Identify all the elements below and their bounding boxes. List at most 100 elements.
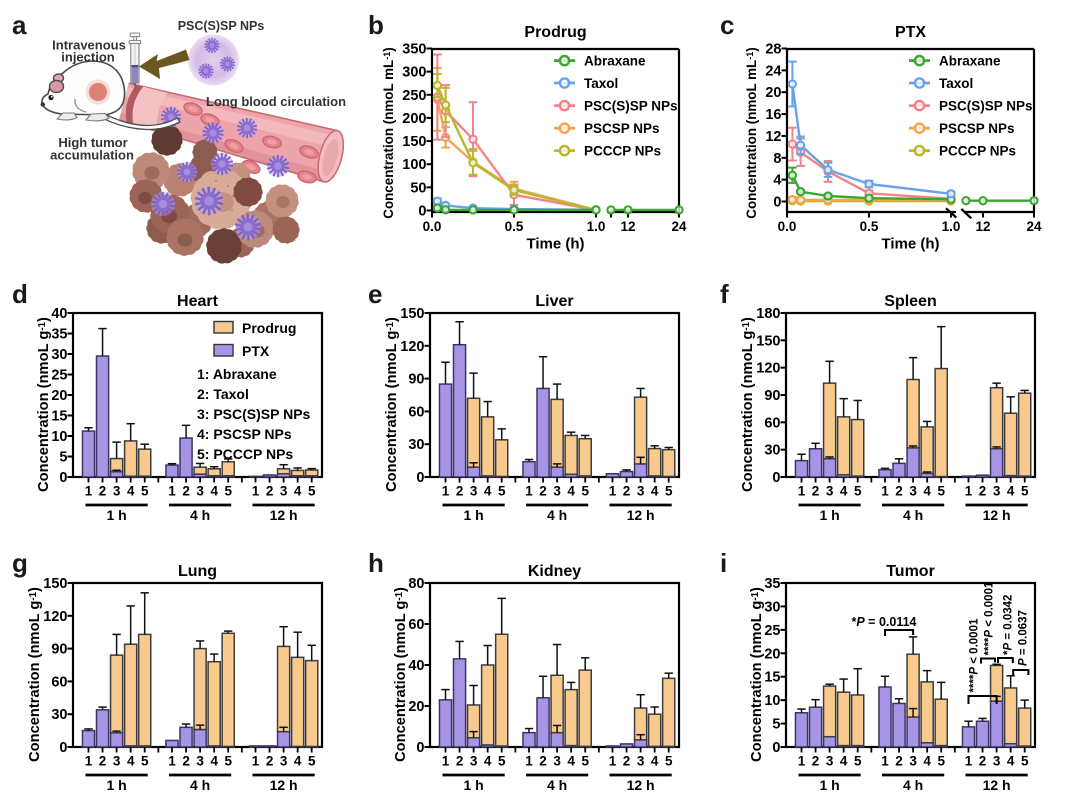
svg-text:Abraxane: Abraxane — [939, 54, 1001, 69]
svg-text:accumulation: accumulation — [50, 148, 134, 163]
svg-text:2: 2 — [539, 484, 547, 499]
svg-text:2: 2 — [99, 484, 107, 499]
svg-text:1: 1 — [252, 754, 260, 769]
svg-text:150: 150 — [402, 134, 426, 150]
svg-text:60: 60 — [408, 404, 424, 420]
svg-text:4: 4 — [1007, 754, 1015, 769]
svg-text:4: 4 — [923, 484, 931, 499]
svg-text:*P = 0.0342: *P = 0.0342 — [1003, 595, 1015, 655]
svg-text:4: 4 — [484, 754, 492, 769]
svg-text:1.0: 1.0 — [587, 219, 606, 234]
svg-text:4 h: 4 h — [547, 777, 567, 793]
svg-text:1: 1 — [798, 484, 806, 499]
svg-text:3: 3 — [196, 754, 204, 769]
svg-text:90: 90 — [408, 372, 424, 388]
svg-text:12 h: 12 h — [270, 777, 298, 793]
svg-text:4: 4 — [651, 754, 659, 769]
svg-text:24: 24 — [671, 219, 687, 234]
svg-text:1: 1 — [168, 484, 176, 499]
svg-text:5: 5 — [498, 754, 506, 769]
svg-text:5: 5 — [665, 754, 673, 769]
svg-text:5: PCCCP NPs: 5: PCCCP NPs — [197, 446, 293, 462]
svg-text:5: 5 — [308, 484, 316, 499]
svg-text:0: 0 — [418, 204, 426, 220]
svg-text:4: 4 — [923, 754, 931, 769]
svg-text:2: Taxol: 2: Taxol — [197, 386, 249, 402]
svg-text:90: 90 — [51, 642, 67, 658]
svg-text:1 h: 1 h — [106, 507, 126, 523]
svg-text:1 h: 1 h — [106, 777, 126, 793]
svg-text:1: 1 — [168, 754, 176, 769]
svg-text:1.0: 1.0 — [942, 219, 961, 234]
svg-text:****P < 0.0001: ****P < 0.0001 — [969, 618, 981, 692]
svg-text:Lung: Lung — [178, 563, 217, 580]
svg-text:20: 20 — [765, 85, 781, 101]
svg-text:1: 1 — [881, 754, 889, 769]
svg-text:3: 3 — [826, 754, 834, 769]
svg-text:Taxol: Taxol — [584, 76, 618, 91]
svg-text:4: 4 — [1007, 484, 1015, 499]
svg-text:1 h: 1 h — [819, 777, 839, 793]
svg-text:2: 2 — [266, 754, 274, 769]
svg-text:3: 3 — [993, 484, 1001, 499]
svg-text:40: 40 — [51, 306, 67, 322]
svg-text:300: 300 — [402, 65, 426, 81]
svg-text:Taxol: Taxol — [939, 76, 973, 91]
svg-text:4: 4 — [840, 754, 848, 769]
svg-text:5: 5 — [59, 450, 67, 466]
svg-text:3: 3 — [637, 484, 645, 499]
svg-text:PCCCP NPs: PCCCP NPs — [939, 144, 1016, 159]
svg-text:1: 1 — [965, 754, 973, 769]
svg-text:0.5: 0.5 — [505, 219, 524, 234]
svg-text:Prodrug: Prodrug — [242, 320, 296, 336]
svg-text:2: 2 — [979, 754, 987, 769]
svg-text:Time (h): Time (h) — [526, 236, 584, 253]
svg-text:150: 150 — [43, 576, 67, 592]
svg-text:4: 4 — [567, 754, 575, 769]
svg-text:4 h: 4 h — [903, 507, 923, 523]
svg-text:5: 5 — [308, 754, 316, 769]
svg-text:3: 3 — [637, 754, 645, 769]
svg-text:5: 5 — [141, 754, 149, 769]
svg-text:16: 16 — [765, 107, 781, 123]
svg-text:Concentration (nmoL mL-1): Concentration (nmoL mL-1) — [381, 47, 396, 218]
svg-text:1: 1 — [85, 484, 93, 499]
svg-text:8: 8 — [773, 151, 781, 167]
svg-text:120: 120 — [400, 339, 424, 355]
svg-text:Liver: Liver — [535, 293, 573, 310]
svg-text:PSCSP NPs: PSCSP NPs — [584, 121, 660, 136]
svg-text:PTX: PTX — [895, 24, 926, 41]
svg-text:e: e — [368, 279, 382, 309]
svg-text:4 h: 4 h — [190, 507, 210, 523]
svg-text:d: d — [12, 279, 28, 309]
svg-text:25: 25 — [51, 368, 67, 384]
svg-text:28: 28 — [765, 42, 781, 58]
svg-text:60: 60 — [764, 415, 780, 431]
svg-text:30: 30 — [764, 599, 780, 615]
svg-text:Concentration (nmoL g-1): Concentration (nmoL g-1) — [393, 587, 409, 762]
svg-text:*P = 0.0114: *P = 0.0114 — [851, 615, 916, 629]
svg-text:3: 3 — [909, 754, 917, 769]
svg-text:****P < 0.0001: ****P < 0.0001 — [984, 581, 996, 655]
svg-text:1: 1 — [442, 754, 450, 769]
svg-text:40: 40 — [408, 658, 424, 674]
svg-text:0.0: 0.0 — [778, 219, 797, 234]
svg-text:10: 10 — [51, 429, 67, 445]
svg-text:4: 4 — [567, 484, 575, 499]
svg-text:4: 4 — [840, 484, 848, 499]
svg-text:Abraxane: Abraxane — [584, 54, 646, 69]
svg-text:5: 5 — [224, 484, 232, 499]
svg-text:0: 0 — [772, 740, 780, 756]
svg-text:4: 4 — [210, 484, 218, 499]
svg-text:1: 1 — [442, 484, 450, 499]
svg-text:0.0: 0.0 — [423, 219, 442, 234]
svg-text:Intravenous: Intravenous — [52, 38, 126, 53]
svg-text:3: 3 — [553, 754, 561, 769]
svg-text:5: 5 — [581, 754, 589, 769]
svg-text:50: 50 — [410, 180, 426, 196]
svg-text:5: 5 — [581, 484, 589, 499]
svg-text:b: b — [368, 10, 384, 40]
svg-text:Kidney: Kidney — [528, 563, 581, 580]
svg-text:25: 25 — [764, 623, 780, 639]
svg-text:60: 60 — [408, 617, 424, 633]
